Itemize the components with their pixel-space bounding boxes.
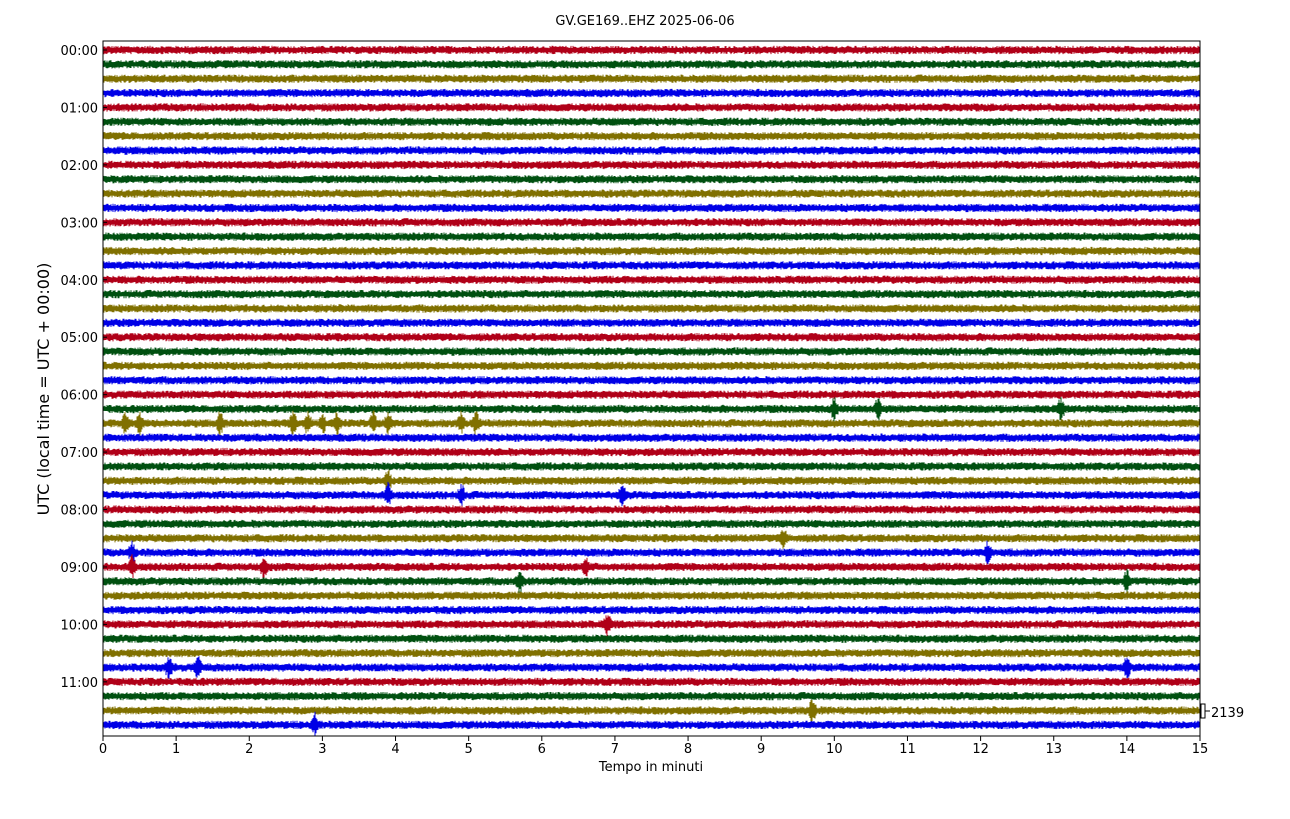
trace-24: [102, 390, 1201, 399]
trace-group: [102, 45, 1201, 737]
y-tick-label: 05:00: [61, 331, 98, 346]
trace-4: [102, 103, 1201, 112]
trace-9: [102, 175, 1201, 184]
x-tick-label: 1: [172, 742, 180, 757]
trace-46: [102, 699, 1201, 722]
y-tick-label: 11:00: [61, 676, 98, 691]
x-tick-label: 10: [826, 742, 843, 757]
x-tick-label: 8: [684, 742, 692, 757]
y-tick-label: 07:00: [61, 446, 98, 461]
x-tick-label: 0: [99, 742, 107, 757]
trace-21: [102, 347, 1201, 356]
x-tick-label: 9: [757, 742, 765, 757]
trace-36: [102, 554, 1201, 580]
x-tick-label: 15: [1192, 742, 1209, 757]
x-axis-label: Tempo in minuti: [598, 760, 703, 775]
y-tick-label: 10:00: [61, 618, 98, 633]
trace-5: [102, 117, 1201, 126]
x-tick-label: 11: [899, 742, 916, 757]
trace-6: [102, 132, 1201, 141]
trace-40: [102, 615, 1201, 637]
y-tick-label: 06:00: [61, 389, 98, 404]
trace-43: [102, 656, 1201, 679]
trace-16: [102, 275, 1201, 284]
trace-11: [102, 203, 1201, 213]
x-tick-label: 7: [611, 742, 619, 757]
trace-20: [102, 333, 1201, 342]
x-tick-label: 2: [245, 742, 253, 757]
trace-30: [102, 469, 1201, 490]
trace-15: [102, 261, 1201, 270]
trace-12: [102, 218, 1201, 227]
trace-10: [102, 189, 1201, 198]
trace-33: [102, 519, 1201, 529]
trace-44: [102, 677, 1201, 686]
trace-41: [102, 634, 1201, 643]
plot-frame: [102, 40, 1201, 737]
trace-42: [102, 648, 1201, 658]
trace-45: [102, 692, 1201, 701]
y-tick-label: 09:00: [61, 561, 98, 576]
trace-37: [102, 568, 1201, 593]
trace-32: [102, 505, 1201, 514]
y-tick-group: 00:00 01:00 02:00 03:00 04:00 05:00 06:00 07:00…: [61, 44, 107, 691]
trace-19: [102, 318, 1201, 327]
y-tick-label: 04:00: [61, 274, 98, 289]
y-tick-label: 01:00: [61, 101, 98, 116]
trace-8: [102, 160, 1201, 170]
x-tick-label: 13: [1045, 742, 1062, 757]
trace-26: [102, 410, 1201, 438]
chart-title: GV.GE169..EHZ 2025-06-06: [555, 14, 734, 29]
trace-47: [102, 711, 1201, 737]
trace-29: [102, 462, 1201, 471]
trace-28: [102, 447, 1201, 457]
scale-label: 2139: [1211, 706, 1244, 721]
trace-17: [102, 289, 1201, 299]
trace-27: [102, 433, 1201, 442]
y-tick-label: 00:00: [61, 44, 98, 59]
trace-23: [102, 376, 1201, 385]
trace-35: [102, 540, 1201, 565]
y-axis-label: UTC (local time = UTC + 00:00): [34, 263, 53, 516]
scale-bar: [1200, 703, 1206, 719]
x-tick-label: 5: [465, 742, 473, 757]
x-tick-label: 6: [538, 742, 546, 757]
y-tick-label: 08:00: [61, 504, 98, 519]
y-tick-label: 03:00: [61, 216, 98, 231]
trace-18: [102, 304, 1201, 313]
x-tick-label: 4: [391, 742, 399, 757]
trace-34: [102, 530, 1201, 549]
trace-0: [102, 45, 1201, 55]
trace-7: [102, 146, 1201, 155]
trace-3: [102, 88, 1201, 98]
y-tick-label: 02:00: [61, 159, 98, 174]
trace-1: [102, 60, 1201, 69]
trace-31: [102, 481, 1201, 507]
x-tick-label: 3: [318, 742, 326, 757]
trace-38: [102, 591, 1201, 600]
x-tick-label: 14: [1119, 742, 1136, 757]
trace-39: [102, 605, 1201, 615]
trace-25: [102, 397, 1201, 423]
trace-22: [102, 361, 1201, 371]
trace-2: [102, 74, 1201, 83]
x-tick-group: 0 1 2 3 4 5 6 7 8 9 10 11 12 13 14 15: [99, 736, 1208, 757]
x-tick-label: 12: [972, 742, 989, 757]
trace-13: [102, 232, 1201, 241]
trace-14: [102, 246, 1201, 256]
